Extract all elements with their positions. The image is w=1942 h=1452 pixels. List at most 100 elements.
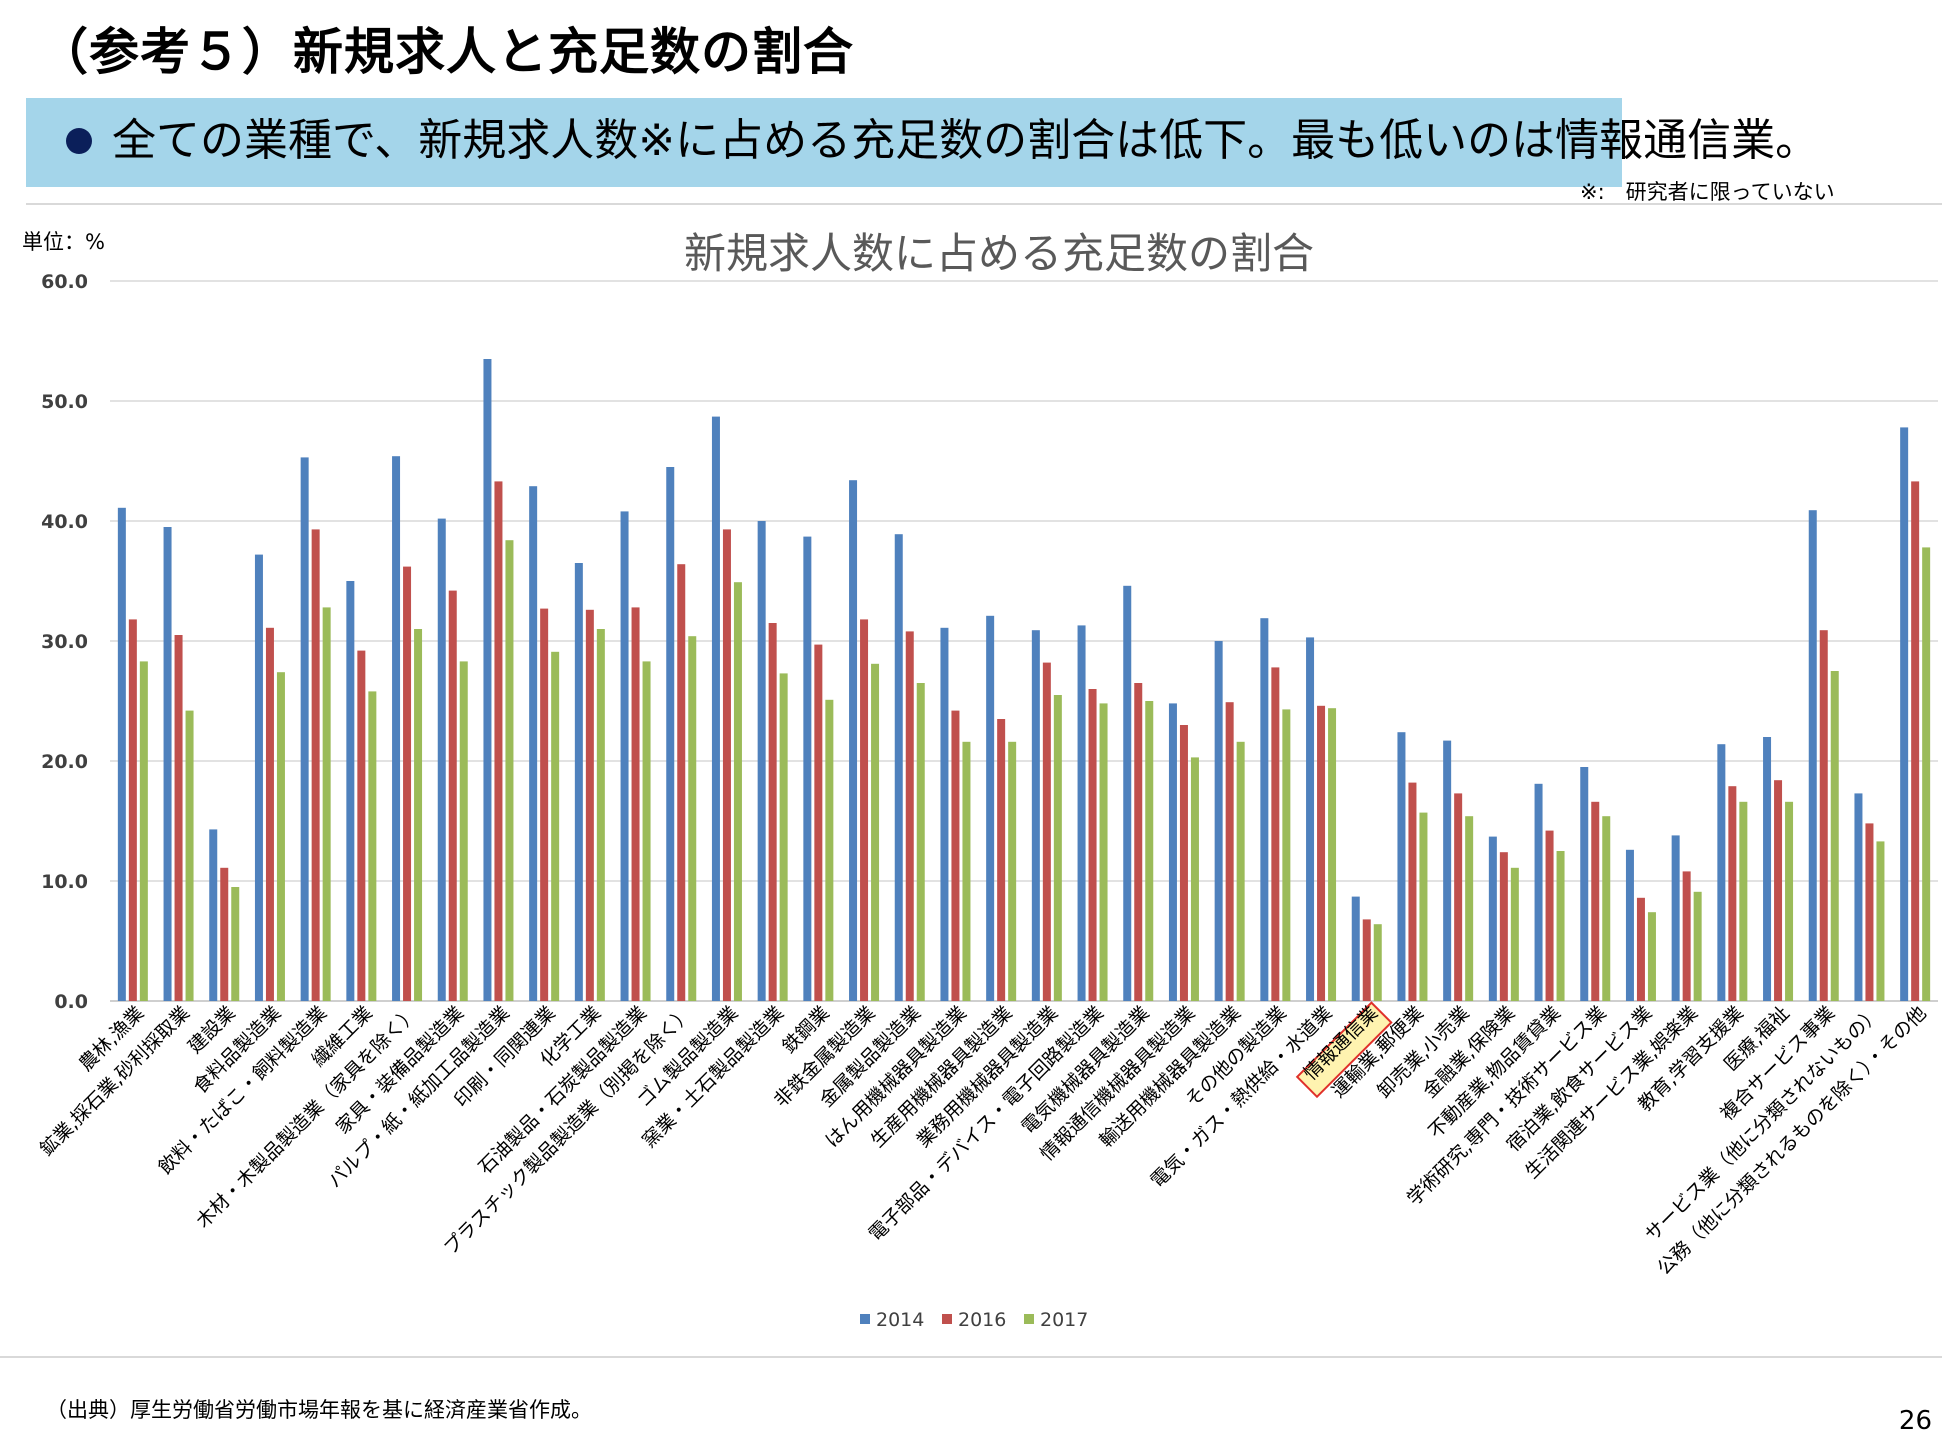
bar-2016	[1271, 667, 1280, 1001]
bar-2016	[311, 529, 320, 1001]
bar-2014	[711, 416, 720, 1002]
bar-2014	[1260, 618, 1269, 1001]
bar-2014	[620, 511, 629, 1001]
legend-label: 2014	[876, 1309, 924, 1331]
bar-2017	[1008, 741, 1017, 1001]
bar-2014	[1123, 585, 1132, 1001]
bar-2016	[448, 590, 457, 1001]
bar-chart: 0.010.020.030.040.050.060.0農林,漁業鉱業,採石業,砂…	[36, 271, 1938, 1331]
bar-2016	[174, 635, 183, 1001]
bar-2017	[1053, 695, 1062, 1001]
bar-2014	[1077, 625, 1086, 1001]
bar-2016	[1911, 481, 1920, 1001]
bar-2017	[551, 651, 560, 1001]
summary-banner: 全ての業種で、新規求人数※に占める充足数の割合は低下。最も低いのは情報通信業。	[26, 98, 1819, 187]
bar-2014	[1488, 836, 1497, 1001]
legend-swatch	[860, 1314, 870, 1324]
bar-2014	[483, 359, 492, 1001]
legend-swatch	[942, 1314, 952, 1324]
bar-2016	[540, 608, 549, 1001]
summary-text: 全ての業種で、新規求人数※に占める充足数の割合は低下。最も低いのは情報通信業。	[112, 115, 1820, 166]
bar-2014	[392, 456, 401, 1001]
bar-2017	[779, 673, 788, 1001]
bar-2014	[300, 457, 309, 1001]
bar-2014	[254, 554, 263, 1001]
bar-2014	[894, 534, 903, 1001]
bar-2017	[1099, 703, 1108, 1001]
bar-2017	[139, 661, 148, 1001]
bar-2017	[825, 699, 834, 1001]
bar-2016	[1865, 823, 1874, 1001]
bar-2016	[997, 719, 1006, 1001]
legend-label: 2017	[1040, 1309, 1088, 1331]
bar-2017	[962, 741, 971, 1001]
chart-title: 新規求人数に占める充足数の割合	[683, 229, 1314, 278]
bar-2014	[1854, 793, 1863, 1001]
bar-2014	[1351, 896, 1360, 1001]
legend-label: 2016	[958, 1309, 1006, 1331]
bar-2014	[1168, 703, 1177, 1001]
bar-2014	[437, 518, 446, 1001]
bar-2016	[220, 867, 229, 1001]
bar-2017	[505, 540, 514, 1001]
bar-2017	[231, 887, 240, 1001]
bar-2016	[1774, 780, 1783, 1001]
legend-swatch	[1024, 1314, 1034, 1324]
bar-2014	[757, 521, 766, 1001]
bar-2016	[1682, 871, 1691, 1001]
bar-2017	[1602, 816, 1611, 1001]
bar-2016	[403, 566, 412, 1001]
bar-2016	[1819, 630, 1828, 1001]
bar-2014	[1808, 510, 1817, 1001]
bar-2017	[1785, 801, 1794, 1001]
bar-2016	[1179, 725, 1188, 1001]
bar-2014	[1443, 740, 1452, 1001]
bar-2014	[1580, 767, 1589, 1001]
bar-2017	[1510, 867, 1519, 1001]
bar-2017	[1373, 924, 1382, 1001]
bar-2014	[666, 467, 675, 1001]
bar-2014	[529, 486, 538, 1001]
bar-2017	[733, 582, 742, 1001]
bar-2017	[1190, 757, 1199, 1001]
bar-2016	[860, 619, 869, 1001]
bar-2014	[986, 615, 995, 1001]
highlight-box	[1295, 1001, 1393, 1099]
bar-2014	[1534, 783, 1543, 1001]
bar-2017	[1282, 709, 1291, 1001]
bar-2016	[677, 564, 686, 1001]
header-divider	[26, 203, 1942, 205]
bar-2017	[1145, 701, 1154, 1001]
bar-2014	[1306, 637, 1315, 1001]
bar-2014	[1031, 630, 1040, 1001]
bar-2016	[1362, 919, 1371, 1001]
bar-2017	[871, 663, 880, 1001]
bar-2014	[1763, 737, 1772, 1001]
bar-2016	[1042, 662, 1051, 1001]
bar-2014	[117, 507, 126, 1001]
bar-2017	[1830, 671, 1839, 1001]
bar-2014	[209, 829, 218, 1001]
bar-2017	[1556, 851, 1565, 1001]
bar-2017	[414, 629, 423, 1001]
bar-2016	[494, 481, 503, 1001]
bar-2014	[1397, 732, 1406, 1001]
bar-2017	[1647, 912, 1656, 1001]
bar-2016	[1591, 801, 1600, 1001]
bar-2017	[916, 683, 925, 1001]
bar-2014	[1214, 641, 1223, 1001]
bar-2014	[1625, 849, 1634, 1001]
bar-2017	[1328, 708, 1337, 1001]
bar-2017	[1465, 816, 1474, 1001]
bar-2016	[1088, 689, 1097, 1001]
page-number: 26	[1898, 1406, 1932, 1436]
bar-2017	[1419, 812, 1428, 1001]
bar-2016	[1408, 782, 1417, 1001]
bar-2017	[322, 607, 331, 1001]
y-tick-label: 40.0	[41, 511, 88, 533]
bar-2016	[1454, 793, 1463, 1001]
y-tick-label: 10.0	[41, 871, 88, 893]
bar-2017	[459, 661, 468, 1001]
bar-2016	[814, 644, 823, 1001]
bar-2017	[1693, 891, 1702, 1001]
